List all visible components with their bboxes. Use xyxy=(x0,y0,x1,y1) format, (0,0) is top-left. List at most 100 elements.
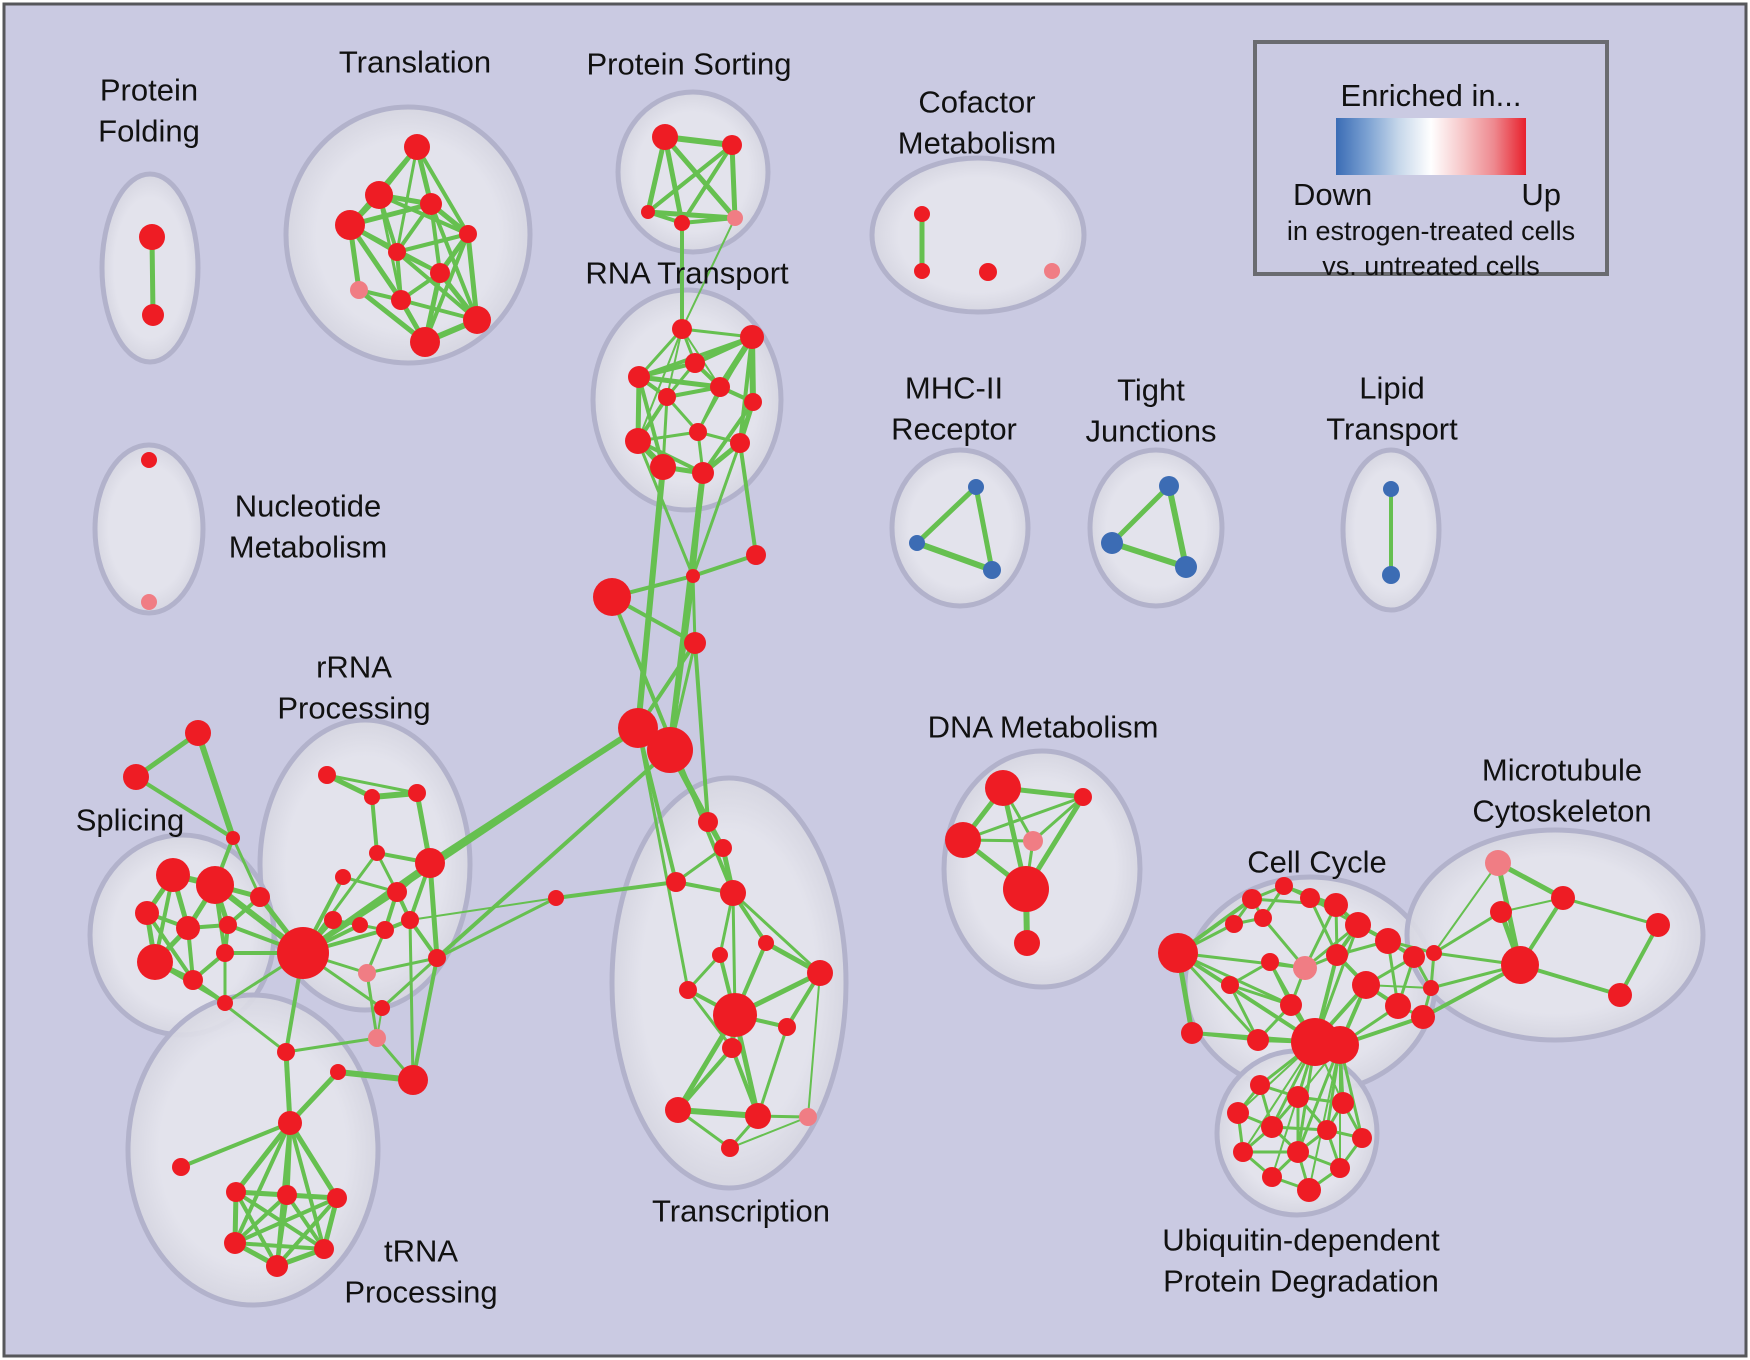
node-mt6 xyxy=(1423,980,1439,996)
edge-rt2-rt10 xyxy=(738,335,754,445)
node-u2 xyxy=(1287,1086,1309,1108)
node-c2 xyxy=(1242,889,1262,909)
node-mt5 xyxy=(1426,945,1442,961)
edge-tn3-tn6 xyxy=(285,1193,326,1251)
node-h1 xyxy=(618,708,658,748)
edge-rt7-rt12 xyxy=(701,400,755,475)
node-m2 xyxy=(746,545,766,565)
edge-t1-t5 xyxy=(415,145,470,236)
cluster-label-transcription: Transcription xyxy=(652,1194,830,1229)
node-t5 xyxy=(459,225,477,243)
legend-title: Enriched in... xyxy=(1340,78,1522,113)
node-rt5 xyxy=(710,377,730,397)
edge-t4-t9 xyxy=(347,222,404,303)
node-rr14 xyxy=(368,1029,386,1047)
node-tn1 xyxy=(172,1158,190,1176)
cluster-label-trna-processing-line1: tRNA xyxy=(384,1234,458,1269)
cluster-label-lipid-transport-line2: Transport xyxy=(1326,412,1458,447)
edge-ps4-ps5 xyxy=(680,216,737,225)
node-a1 xyxy=(185,720,211,746)
edge-tn0-tn5 xyxy=(233,1121,292,1245)
edge-ps1-ps5 xyxy=(662,134,738,221)
edge-tr12-tr13 xyxy=(676,1046,734,1112)
node-t10 xyxy=(463,306,491,334)
edge-c15-u9 xyxy=(1296,1043,1342,1154)
node-rt4 xyxy=(628,366,650,388)
edge-tn2-tn6 xyxy=(234,1190,326,1251)
node-rt10 xyxy=(730,433,750,453)
node-rt9 xyxy=(625,428,651,454)
node-c1 xyxy=(1158,933,1198,973)
edge-tr8-tr12 xyxy=(686,988,734,1050)
edge-t5-t6 xyxy=(395,232,470,254)
edge-b1-rr14 xyxy=(284,1036,379,1054)
node-tr6 xyxy=(712,947,728,963)
node-mt8 xyxy=(1646,913,1670,937)
cluster-label-mhc-ii-receptor-line1: MHC-II xyxy=(905,371,1003,406)
edge-rt9-m1 xyxy=(636,439,695,578)
node-rt3 xyxy=(685,353,705,373)
node-t6 xyxy=(388,243,406,261)
node-rr2 xyxy=(364,789,380,805)
node-t3 xyxy=(420,193,442,215)
node-ps4 xyxy=(674,215,690,231)
cluster-label-tight-junctions-line1: Tight xyxy=(1117,373,1185,408)
node-rr1 xyxy=(318,766,336,784)
edge-rr6-rr12 xyxy=(427,860,440,961)
node-tn3 xyxy=(277,1185,297,1205)
edge-tr3-tr5 xyxy=(554,880,678,900)
cluster-label-cofactor-metabolism-line1: Cofactor xyxy=(918,85,1035,120)
node-tn5 xyxy=(224,1232,246,1254)
edge-tr11-tr14 xyxy=(756,1025,789,1118)
node-tr15 xyxy=(799,1108,817,1126)
node-u3 xyxy=(1332,1092,1354,1114)
cluster-label-lipid-transport-line1: Lipid xyxy=(1359,371,1425,406)
node-c4 xyxy=(1300,888,1320,908)
edge-mt7-mt8 xyxy=(1618,923,1660,997)
node-pf1 xyxy=(139,224,165,250)
node-c20 xyxy=(1221,976,1239,994)
legend-gradient-bar xyxy=(1336,118,1526,175)
edge-tr4-tr9 xyxy=(731,891,822,975)
edge-tj1-tj2 xyxy=(1109,483,1172,546)
edge-h2-rr12 xyxy=(435,748,672,960)
cluster-ellipse-dna-metabolism xyxy=(941,748,1143,990)
edge-rr12-rr15 xyxy=(411,956,439,1082)
node-u10 xyxy=(1330,1158,1350,1178)
node-rr13 xyxy=(358,964,376,982)
node-nm1 xyxy=(141,452,157,468)
node-ps5 xyxy=(727,210,743,226)
node-rt1 xyxy=(672,319,692,339)
node-tn2 xyxy=(226,1182,246,1202)
edge-tr15-tr16 xyxy=(729,1116,809,1149)
cluster-label-nucleotide-metabolism-line2: Metabolism xyxy=(229,530,388,565)
edge-ps1-ps4 xyxy=(662,134,685,226)
node-mt7 xyxy=(1608,983,1632,1007)
node-rt8 xyxy=(689,423,707,441)
node-pf2 xyxy=(142,304,164,326)
legend-down-label: Down xyxy=(1293,177,1373,212)
node-tn6 xyxy=(314,1239,334,1259)
cluster-label-nucleotide-metabolism-line1: Nucleotide xyxy=(235,489,381,524)
node-c11 xyxy=(1352,971,1380,999)
node-rr10 xyxy=(376,921,394,939)
node-u7 xyxy=(1352,1128,1372,1148)
node-ps1 xyxy=(652,124,678,150)
node-u8 xyxy=(1233,1142,1253,1162)
edge-rt12-m1 xyxy=(691,471,705,578)
node-c13 xyxy=(1280,994,1302,1016)
node-sp10 xyxy=(217,995,233,1011)
node-t7 xyxy=(430,263,450,283)
edge-a1-a3 xyxy=(195,730,236,841)
node-c3 xyxy=(1275,877,1293,895)
node-a3 xyxy=(226,831,240,845)
node-c18 xyxy=(1261,953,1279,971)
node-u12 xyxy=(1297,1178,1321,1202)
edge-tr9-tr15 xyxy=(807,972,821,1118)
node-c6 xyxy=(1293,956,1317,980)
edge-pf1-pf2 xyxy=(149,234,156,318)
edge-tn5-tn6 xyxy=(233,1241,326,1251)
node-ps3 xyxy=(641,205,655,219)
node-tn4 xyxy=(327,1188,347,1208)
